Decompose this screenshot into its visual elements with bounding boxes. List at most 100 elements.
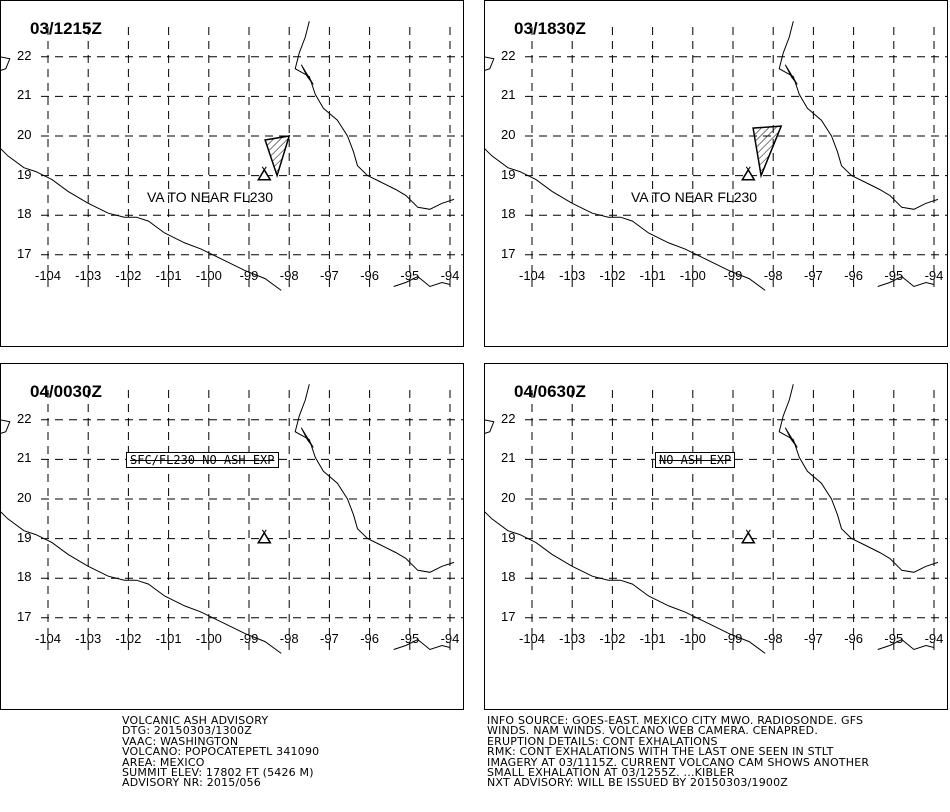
longitude-label: -99 [239,631,259,646]
longitude-label: -102 [599,268,626,283]
longitude-label: -97 [319,268,339,283]
coastline [778,384,939,573]
longitude-label: -95 [884,268,904,283]
latitude-label: 21 [17,450,32,466]
advisory-line: ADVISORY NR: 2015/056 [122,776,261,790]
coastline [485,148,766,291]
longitude-label: -99 [723,631,743,646]
coastline [485,56,495,71]
longitude-label: -97 [803,631,823,646]
longitude-label: -104 [34,268,62,283]
longitude-label: -94 [440,268,460,283]
latitude-label: 20 [17,490,32,505]
latitude-label: 20 [501,490,516,505]
coastline [300,64,314,85]
coastline [1,511,282,654]
va-height-label: VA TO NEAR FL230 [631,189,758,205]
advisory-line: WINDS. NAM WINDS. VOLCANO WEB CAMERA. CE… [487,724,819,738]
longitude-label: -104 [518,268,546,283]
longitude-label: -98 [279,268,299,283]
coastline [784,64,798,85]
longitude-label: -102 [115,631,142,646]
coastline [485,419,495,434]
longitude-label: -103 [75,631,102,646]
longitude-label: -98 [763,631,783,646]
coastline [778,21,939,210]
va-height-label: VA TO NEAR FL230 [147,189,274,205]
longitude-label: -100 [195,631,222,646]
latitude-label: 19 [17,529,32,545]
advisory-line: VOLCANIC ASH ADVISORY [122,714,269,727]
longitude-label: -97 [803,268,823,283]
volcano-icon [256,529,272,544]
latitude-label: 21 [501,87,516,103]
volcano-icon [740,529,756,544]
coastline [784,427,798,448]
longitude-label: -99 [239,268,259,283]
longitude-label: -96 [844,268,863,283]
coastline [1,56,11,71]
advisory-line: NXT ADVISORY: WILL BE ISSUED BY 20150303… [487,776,789,790]
longitude-label: -96 [360,631,379,646]
longitude-label: -101 [639,631,666,646]
map-panel-2: 03/1830Z VA TO NEAR FL230 22 21 20 19 18 17 -1… [484,0,948,347]
longitude-label: -101 [639,268,666,283]
map-canvas [1,21,463,293]
volcano-icon [256,166,272,181]
longitude-label: -95 [400,268,420,283]
latitude-label: 22 [501,410,516,426]
latitude-label: 20 [501,127,516,142]
advisory-line: SMALL EXHALATION AT 03/1255Z. ...KIBLER [487,765,735,779]
no-ash-box-label: SFC/FL230 NO ASH EXP [126,452,279,468]
longitude-label: -101 [155,268,182,283]
latitude-label: 19 [17,166,32,182]
coastline [877,639,935,651]
longitude-label: -96 [360,268,379,283]
coastline [1,419,11,434]
latitude-label: 22 [501,47,516,63]
advisory-line: DTG: 20150303/1300Z [122,724,252,738]
longitude-label: -104 [518,631,546,646]
longitude-label: -100 [679,268,706,283]
longitude-label: -98 [763,268,783,283]
coastline [485,511,766,654]
latitude-label: 18 [501,206,516,222]
map-panel-4: 04/0630Z NO ASH EXP 22 21 20 19 18 17 -104 -103… [484,363,948,710]
advisory-line: VOLCANO: POPOCATEPETL 341090 [122,745,320,759]
latitude-label: 19 [501,166,516,182]
latitude-label: 17 [501,245,516,261]
map-canvas [485,384,947,656]
advisory-line: RMK: CONT EXHALATIONS WITH THE LAST ONE … [487,745,834,759]
longitude-label: -102 [115,268,142,283]
latitude-label: 21 [17,87,32,103]
advisory-line: AREA: MEXICO [122,755,205,769]
latitude-label: 22 [17,47,32,63]
volcano-icon [740,166,756,181]
advisory-line: VAAC: WASHINGTON [122,734,239,748]
longitude-label: -100 [195,268,222,283]
advisory-line: SUMMIT ELEV: 17802 FT (5426 M) [122,765,314,779]
no-ash-box-label: NO ASH EXP [655,452,736,468]
longitude-label: -95 [884,631,904,646]
coastline [393,639,451,651]
advisory-line: INFO SOURCE: GOES-EAST. MEXICO CITY MWO.… [487,714,864,727]
longitude-label: -96 [844,631,863,646]
longitude-label: -101 [155,631,182,646]
ash-cloud-polygon [264,135,291,179]
map-canvas [1,384,463,656]
latitude-label: 19 [501,529,516,545]
latitude-label: 22 [17,410,32,426]
advisory-line: ERUPTION DETAILS: CONT EXHALATIONS [487,734,718,748]
longitude-label: -100 [679,631,706,646]
coastline [877,276,935,288]
coastline [294,384,455,573]
map-panel-3: 04/0030Z SFC/FL230 NO ASH EXP 22 21 20 19 18… [0,363,464,710]
longitude-label: -103 [559,631,586,646]
longitude-label: -99 [723,268,743,283]
longitude-label: -94 [924,268,944,283]
coastline [294,21,455,210]
latitude-label: 18 [17,206,32,222]
advisory-details-right: INFO SOURCE: GOES-EAST. MEXICO CITY MWO.… [487,714,870,790]
map-canvas [485,21,947,293]
advisory-line: IMAGERY AT 03/1115Z. CURRENT VOLCANO CAM… [487,755,870,769]
